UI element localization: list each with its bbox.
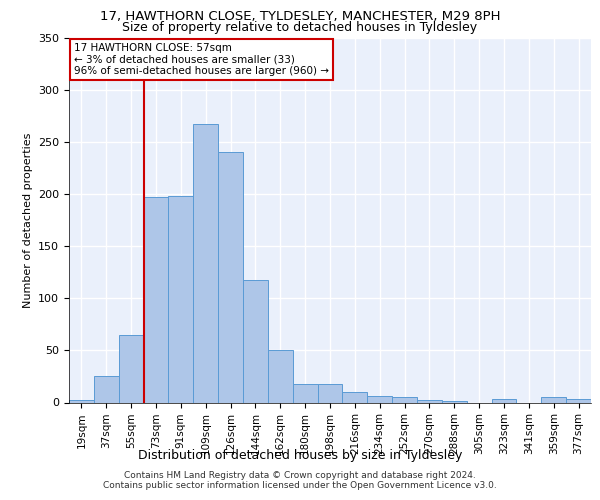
Bar (293, 384, 317, 402)
Text: 17, HAWTHORN CLOSE, TYLDESLEY, MANCHESTER, M29 8PH: 17, HAWTHORN CLOSE, TYLDESLEY, MANCHESTE… (100, 10, 500, 23)
Bar (268, 350, 293, 403)
Bar (367, 396, 392, 402)
Bar (317, 384, 343, 402)
Bar (69, 400, 94, 402)
Bar (94, 376, 119, 402)
Bar (119, 334, 143, 402)
Bar (491, 400, 517, 402)
Text: Size of property relative to detached houses in Tyldesley: Size of property relative to detached ho… (122, 22, 478, 35)
Bar (392, 398, 417, 402)
Bar (541, 398, 566, 402)
Bar (169, 196, 193, 402)
Text: Contains HM Land Registry data © Crown copyright and database right 2024.: Contains HM Land Registry data © Crown c… (124, 471, 476, 480)
Bar (218, 152, 243, 403)
Text: Distribution of detached houses by size in Tyldesley: Distribution of detached houses by size … (138, 450, 462, 462)
Text: Contains public sector information licensed under the Open Government Licence v3: Contains public sector information licen… (103, 481, 497, 490)
Bar (243, 280, 268, 402)
Bar (417, 400, 442, 402)
Bar (193, 124, 218, 402)
Bar (566, 400, 591, 402)
Y-axis label: Number of detached properties: Number of detached properties (23, 132, 32, 308)
Bar (343, 392, 367, 402)
Bar (143, 197, 169, 402)
Text: 17 HAWTHORN CLOSE: 57sqm
← 3% of detached houses are smaller (33)
96% of semi-de: 17 HAWTHORN CLOSE: 57sqm ← 3% of detache… (74, 43, 329, 76)
